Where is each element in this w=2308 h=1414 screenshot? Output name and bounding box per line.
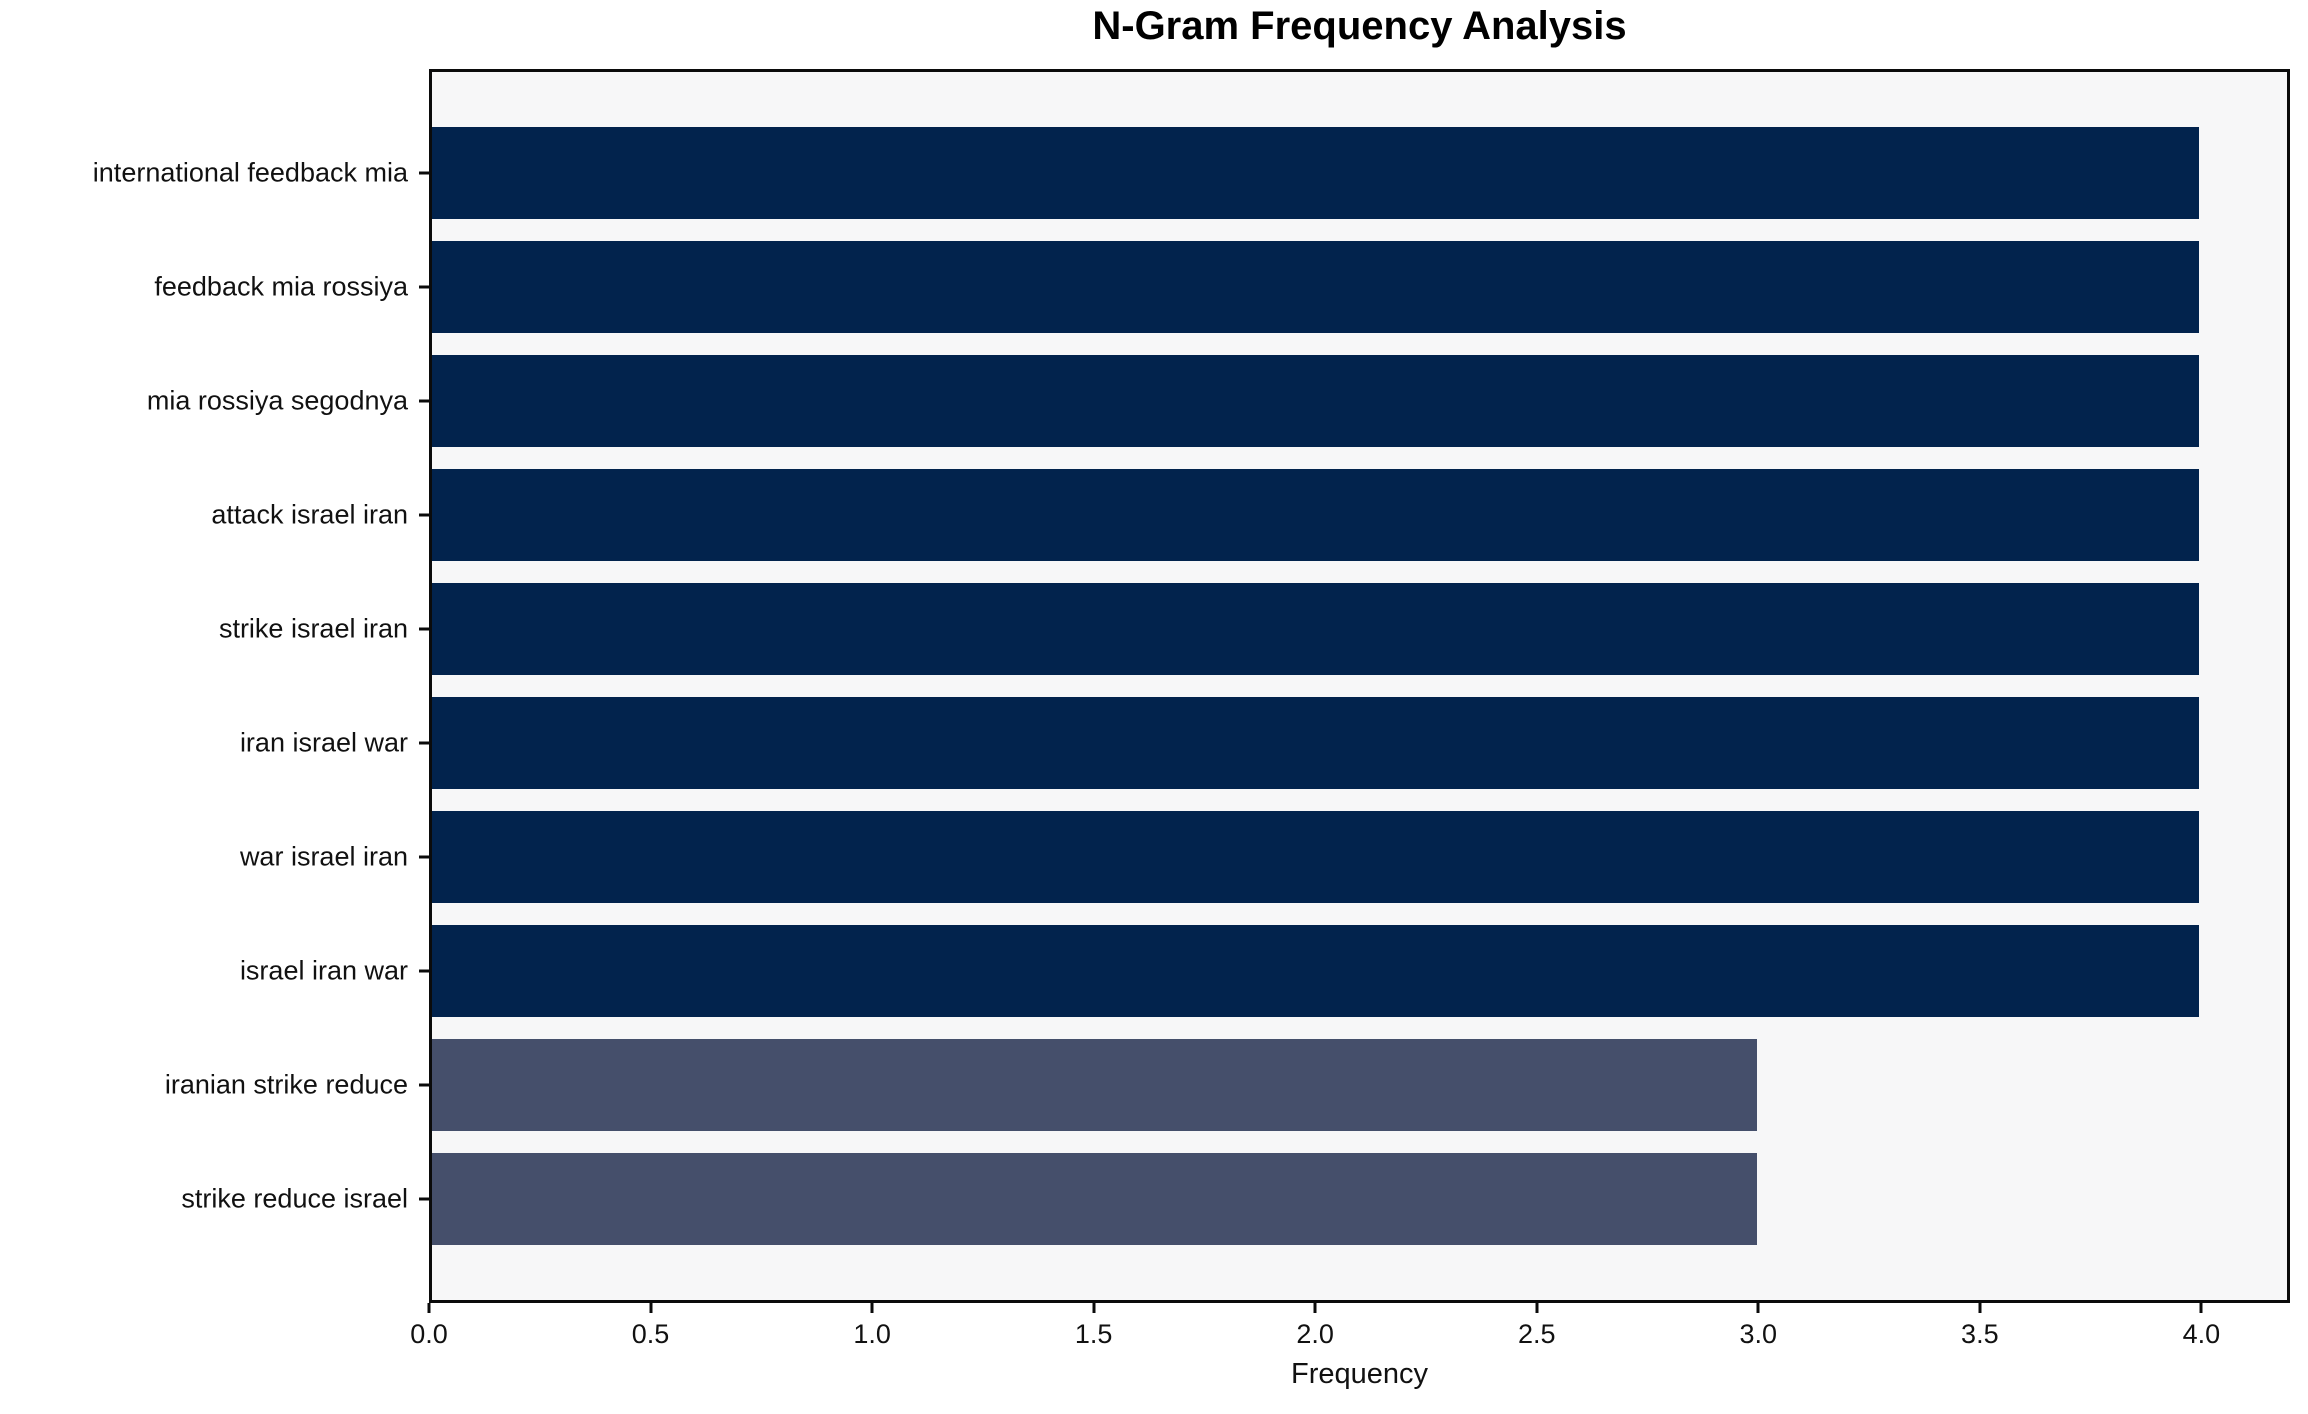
- x-tick-label: 1.5: [1074, 1319, 1113, 1349]
- y-tick-mark: [419, 285, 429, 289]
- bar-row: war israel iran: [240, 800, 2287, 914]
- x-tick-label: 0.0: [410, 1319, 448, 1349]
- y-tick-label: international feedback mia: [92, 157, 408, 188]
- x-tick-label: 2.5: [1517, 1319, 1556, 1349]
- bar-row: feedback mia rossiya: [154, 230, 2287, 344]
- y-tick-mark: [419, 1197, 429, 1201]
- y-tick-mark: [419, 969, 429, 973]
- bar: [432, 1153, 1757, 1245]
- bar-row: international feedback mia: [93, 116, 2287, 230]
- bar-row: strike israel iran: [219, 572, 2287, 686]
- y-tick-label: war israel iran: [239, 841, 408, 872]
- x-tick-mark: [870, 1303, 874, 1313]
- y-tick-label: iran israel war: [239, 727, 408, 758]
- bar-row: attack israel iran: [211, 458, 2287, 572]
- y-tick-label: feedback mia rossiya: [154, 271, 408, 302]
- x-tick-mark: [427, 1303, 431, 1313]
- y-tick-label: strike reduce israel: [181, 1183, 408, 1214]
- y-tick-label: mia rossiya segodnya: [146, 385, 408, 416]
- bar: [432, 241, 2199, 333]
- y-tick-mark: [419, 171, 429, 175]
- y-tick-mark: [419, 855, 429, 859]
- x-tick-mark: [1092, 1303, 1096, 1313]
- chart-title: N-Gram Frequency Analysis: [1092, 4, 1627, 48]
- x-tick-mark: [1535, 1303, 1539, 1313]
- x-axis-label: Frequency: [1290, 1358, 1428, 1390]
- bar-row: strike reduce israel: [181, 1142, 2287, 1256]
- y-tick-label: israel iran war: [239, 955, 408, 986]
- bar-row: iran israel war: [240, 686, 2287, 800]
- y-tick-label: attack israel iran: [211, 499, 408, 530]
- x-tick-mark: [1313, 1303, 1317, 1313]
- bar-row: israel iran war: [240, 914, 2287, 1028]
- bar: [432, 697, 2199, 789]
- x-tick-label: 3.5: [1961, 1319, 1999, 1349]
- bar: [432, 355, 2199, 447]
- bar: [432, 127, 2199, 219]
- x-tick-mark: [1756, 1303, 1760, 1313]
- x-tick-mark: [2199, 1303, 2203, 1313]
- x-tick-mark: [649, 1303, 653, 1313]
- x-tick-label: 3.0: [1739, 1319, 1778, 1349]
- x-tick-label: 2.0: [1296, 1319, 1334, 1349]
- x-tick-label: 4.0: [2182, 1319, 2221, 1349]
- plot-area: international feedback mia feedback mia r…: [93, 69, 2290, 1303]
- x-tick-label: 1.0: [853, 1319, 891, 1349]
- bar-row: mia rossiya segodnya: [147, 344, 2287, 458]
- y-tick-mark: [419, 1083, 429, 1087]
- y-tick-mark: [419, 399, 429, 403]
- y-tick-mark: [419, 627, 429, 631]
- bars-container: international feedback mia feedback mia r…: [93, 72, 2287, 1300]
- y-tick-label: iranian strike reduce: [164, 1069, 408, 1100]
- bar: [432, 1039, 1757, 1131]
- bar: [432, 583, 2199, 675]
- x-tick-label: 0.5: [631, 1319, 670, 1349]
- bar: [432, 469, 2199, 561]
- y-tick-label: strike israel iran: [218, 613, 408, 644]
- x-tick-mark: [1978, 1303, 1982, 1313]
- y-tick-mark: [419, 513, 429, 517]
- bar-row: iranian strike reduce: [165, 1028, 2287, 1142]
- y-tick-mark: [419, 741, 429, 745]
- bar: [432, 925, 2199, 1017]
- bar: [432, 811, 2199, 903]
